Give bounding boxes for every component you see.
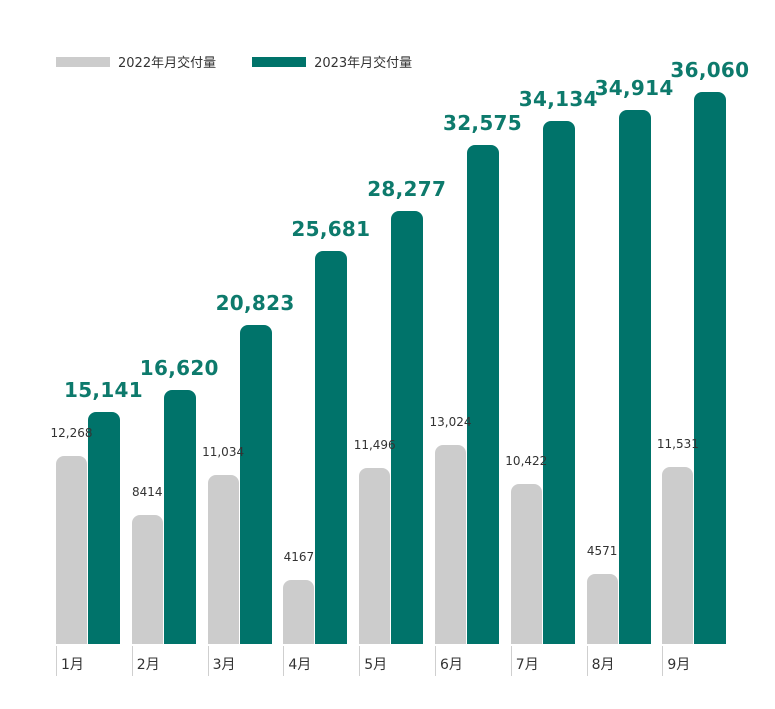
value-label-2022: 11,531 — [656, 437, 699, 452]
bar-2022 — [586, 574, 618, 644]
value-label-2023: 20,823 — [215, 291, 295, 316]
bar-2022 — [662, 467, 694, 644]
value-label-2022: 4167 — [283, 550, 315, 565]
value-label-2022: 4571 — [586, 544, 618, 559]
bar-2023 — [467, 145, 499, 644]
value-label-2022: 8414 — [132, 485, 163, 500]
legend-swatch-2023 — [252, 56, 307, 67]
legend-label-2023: 2023年月交付量 — [314, 56, 413, 71]
bar-2022 — [283, 580, 315, 644]
legend: 2022年月交付量 2023年月交付量 — [56, 52, 448, 71]
value-label-2023: 16,620 — [139, 355, 219, 380]
category-separator — [56, 646, 57, 676]
value-label-2023: 15,141 — [64, 378, 143, 403]
category-separator — [131, 646, 133, 676]
bar-2022 — [56, 456, 87, 644]
category-separator — [586, 646, 588, 676]
bar-2022 — [359, 468, 391, 644]
category-label: 4月 — [288, 657, 312, 673]
bar-2022 — [435, 444, 466, 644]
value-label-2023: 28,277 — [367, 177, 447, 202]
bar-2022 — [510, 484, 542, 644]
bar-2023 — [618, 109, 651, 644]
bar-2023 — [163, 389, 196, 644]
category-label: 1月 — [61, 657, 84, 673]
bar-2023 — [542, 121, 575, 644]
bar-2022 — [207, 475, 239, 644]
category-label: 5月 — [364, 657, 388, 673]
bar-2023 — [88, 412, 120, 644]
bar-2023 — [694, 92, 727, 644]
category-label: 8月 — [591, 657, 615, 673]
value-label-2022: 11,496 — [353, 438, 396, 453]
value-label-2023: 34,134 — [518, 87, 598, 112]
category-label: 7月 — [515, 657, 539, 673]
bar-2023 — [391, 211, 424, 644]
category-separator — [359, 646, 361, 676]
value-label-2023: 34,914 — [594, 75, 674, 100]
value-label-2023: 25,681 — [291, 216, 371, 241]
value-label-2022: 10,422 — [505, 454, 548, 469]
category-label: 3月 — [212, 657, 236, 673]
legend-item-2022: 2022年月交付量 — [56, 52, 216, 71]
category-separator — [510, 646, 512, 676]
bar-2023 — [239, 325, 272, 644]
value-label-2023: 36,060 — [670, 58, 750, 82]
legend-item-2023: 2023年月交付量 — [252, 52, 412, 71]
legend-swatch-2022 — [56, 56, 110, 67]
category-label: 9月 — [667, 657, 691, 673]
bar-2022 — [131, 515, 163, 644]
category-separator — [283, 646, 285, 676]
value-label-2022: 13,024 — [429, 414, 472, 429]
category-separator — [207, 646, 209, 676]
bar-2023 — [315, 250, 348, 644]
legend-label-2022: 2022年月交付量 — [118, 56, 217, 71]
category-label: 2月 — [136, 657, 160, 673]
value-label-2022: 11,034 — [202, 445, 245, 460]
category-label: 6月 — [440, 657, 463, 673]
category-separator — [662, 646, 664, 676]
category-separator — [435, 646, 436, 676]
value-label-2022: 12,268 — [50, 426, 93, 441]
value-label-2023: 32,575 — [443, 111, 522, 136]
